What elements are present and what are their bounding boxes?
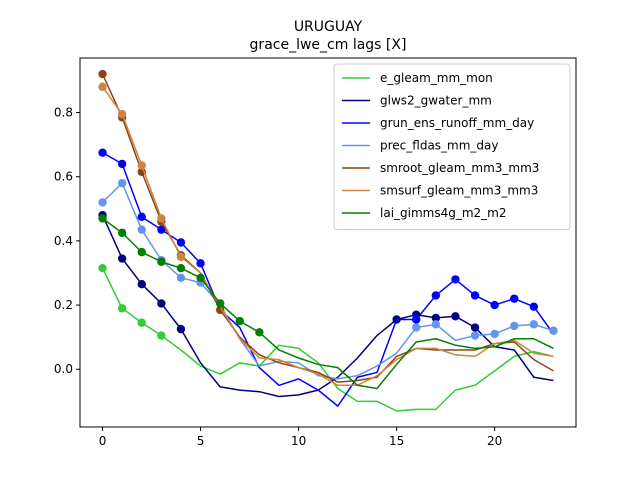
series-e_gleam_mm_mon	[98, 263, 554, 412]
y-tick-label: 0.4	[54, 234, 73, 248]
data-point	[412, 315, 421, 324]
data-point	[470, 331, 480, 340]
data-point	[117, 228, 127, 238]
legend-box	[333, 63, 571, 230]
data-point	[157, 299, 166, 308]
x-tick-label: 0	[99, 434, 107, 448]
legend-label: smroot_gleam_mm3_mm3	[380, 161, 539, 175]
data-point	[98, 198, 107, 207]
legend-item: e_gleam_mm_mon	[342, 71, 493, 85]
y-tick-label: 0.8	[54, 106, 73, 120]
data-point	[98, 214, 107, 223]
data-point	[157, 214, 166, 223]
legend: e_gleam_mm_mon glws2_gwater_mm grun_ens_ru…	[333, 63, 571, 230]
data-point	[451, 312, 460, 321]
series-lai_gimms4g_m2_m2	[98, 214, 554, 390]
data-point	[117, 109, 127, 119]
data-point	[215, 305, 225, 315]
data-point	[137, 212, 146, 222]
data-point	[117, 178, 127, 188]
data-point	[176, 263, 186, 273]
data-point	[117, 254, 127, 263]
legend-label: e_gleam_mm_mon	[380, 71, 493, 85]
data-point	[196, 259, 205, 268]
data-point	[412, 323, 421, 332]
data-point	[431, 320, 441, 329]
series-line	[101, 267, 554, 412]
x-tick-label: 15	[389, 434, 404, 448]
data-point	[137, 161, 146, 170]
data-point	[137, 225, 146, 234]
chart-title: URUGUAY	[294, 19, 363, 35]
plot-area: 0 5 10 15 20 0.0 0.2 0.4 0.6 0.8	[54, 57, 577, 448]
data-point	[98, 148, 107, 157]
data-point	[176, 273, 186, 282]
legend-label: smsurf_gleam_mm3_mm3	[380, 184, 538, 198]
data-point	[255, 328, 264, 337]
series-grun_ens_runoff_mm_day	[98, 148, 555, 407]
data-point	[117, 304, 127, 313]
legend-item: prec_fldas_mm_day	[342, 139, 499, 153]
x-tick-label: 20	[487, 434, 502, 448]
x-tick-label: 5	[197, 434, 205, 448]
data-point	[137, 318, 146, 327]
y-tick-label: 0.6	[54, 170, 73, 184]
axes-frame	[79, 57, 577, 428]
data-point	[157, 257, 166, 266]
data-point	[431, 313, 441, 323]
legend-item: smsurf_gleam_mm3_mm3	[342, 184, 538, 198]
data-point	[176, 324, 186, 334]
data-point	[157, 225, 166, 234]
data-point	[470, 323, 480, 332]
data-point	[176, 252, 186, 262]
data-point	[510, 294, 519, 303]
x-tick-label: 10	[291, 434, 306, 448]
chart-subtitle: grace_lwe_cm lags [X]	[250, 37, 407, 53]
data-point	[451, 275, 460, 284]
series-smsurf_gleam_mm3_mm3	[98, 82, 554, 387]
data-point	[215, 299, 225, 308]
data-point	[470, 291, 480, 300]
legend-label: lai_gimms4g_m2_m2	[380, 206, 507, 220]
data-point	[137, 247, 146, 257]
y-tick-label: 0.2	[54, 298, 73, 312]
series-line	[101, 214, 554, 398]
data-point	[529, 320, 539, 329]
data-point	[490, 329, 499, 339]
legend-item: smroot_gleam_mm3_mm3	[342, 161, 539, 175]
series-line	[101, 86, 554, 387]
data-point	[98, 263, 107, 273]
data-point	[529, 302, 539, 311]
data-point	[98, 82, 107, 92]
legend-label: glws2_gwater_mm	[380, 94, 492, 108]
data-point	[117, 159, 127, 169]
data-point	[490, 300, 499, 310]
data-point	[235, 316, 244, 326]
data-point	[157, 331, 166, 340]
y-tick-label: 0.0	[54, 362, 73, 376]
legend-label: grun_ens_runoff_mm_day	[380, 116, 534, 130]
legend-item: lai_gimms4g_m2_m2	[342, 206, 507, 220]
data-point	[510, 321, 519, 331]
legend-label: prec_fldas_mm_day	[380, 139, 499, 153]
data-point	[98, 69, 107, 79]
data-point	[137, 280, 146, 289]
data-point	[549, 326, 558, 335]
data-point	[196, 273, 205, 282]
legend-item: grun_ens_runoff_mm_day	[342, 116, 534, 130]
data-point	[431, 291, 441, 300]
legend-item: glws2_gwater_mm	[342, 94, 492, 108]
data-point	[176, 238, 186, 247]
